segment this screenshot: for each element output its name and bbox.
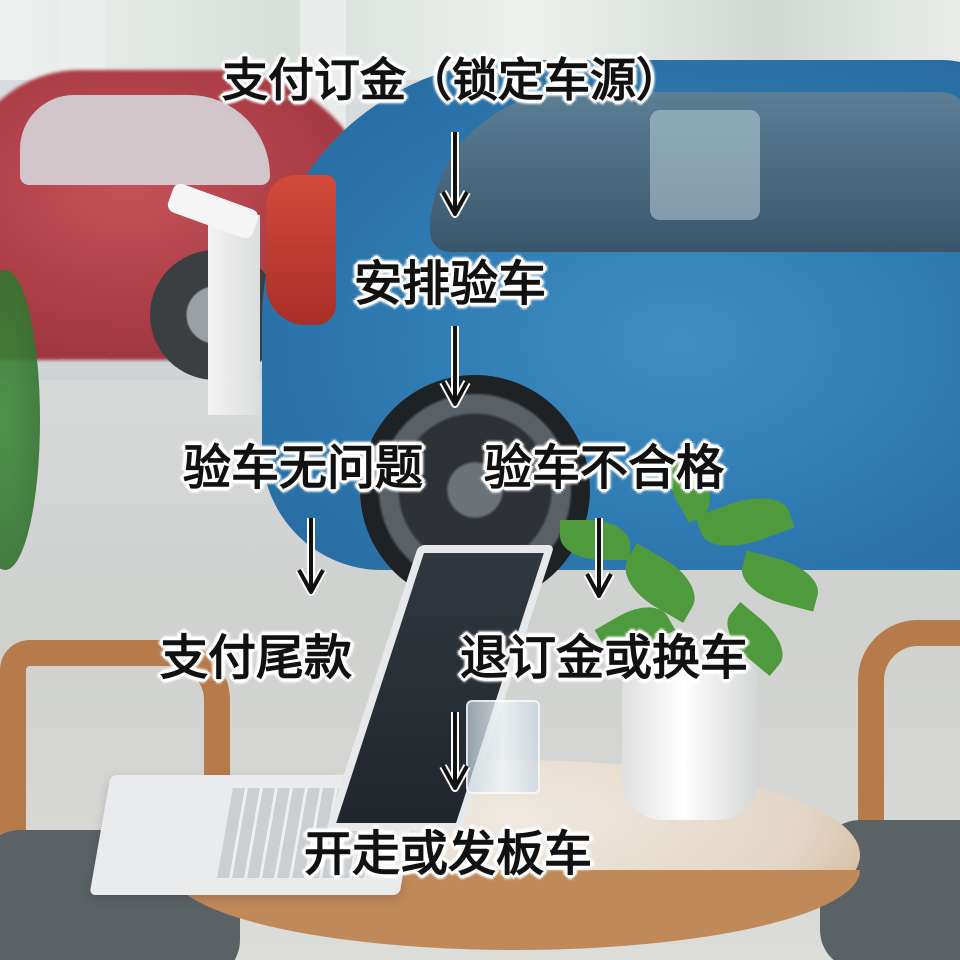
red-car-window xyxy=(20,95,270,185)
display-stand xyxy=(208,215,260,415)
arrow-down-icon xyxy=(439,324,471,408)
arrow-down-icon xyxy=(295,516,327,596)
flow-node-inspection-ok: 验车无问题 xyxy=(183,440,424,496)
blue-suv-tail-light xyxy=(266,175,336,325)
flow-node-refund-or-swap: 退订金或换车 xyxy=(460,630,749,686)
flow-node-pay-balance: 支付尾款 xyxy=(160,630,353,686)
arrow-down-icon xyxy=(439,130,471,218)
blue-suv-window-reflection xyxy=(650,110,760,220)
flow-node-drive-or-ship: 开走或发板车 xyxy=(304,826,593,882)
arrow-down-icon xyxy=(583,516,615,600)
arrow-down-icon xyxy=(439,710,471,792)
flow-node-arrange-inspection: 安排验车 xyxy=(354,256,547,312)
flow-node-inspection-failed: 验车不合格 xyxy=(484,440,725,496)
water-glass xyxy=(466,700,540,794)
plant-pot xyxy=(622,660,758,820)
flow-node-pay-deposit: 支付订金（锁定车源） xyxy=(222,53,682,107)
